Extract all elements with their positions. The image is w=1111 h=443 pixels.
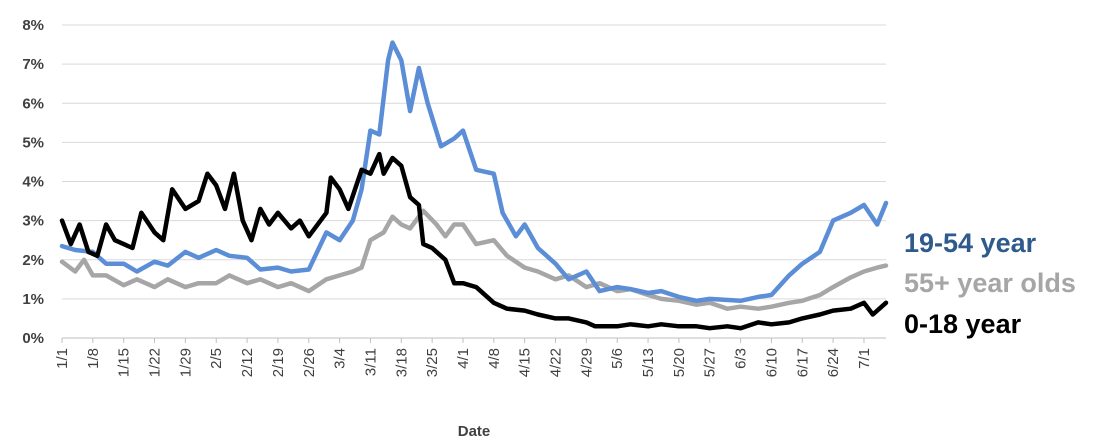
x-tick-label: 6/10 xyxy=(763,348,780,377)
series-label-0: 19-54 year xyxy=(904,228,1037,258)
x-tick-label: 5/27 xyxy=(702,348,719,377)
y-tick-label: 4% xyxy=(22,174,44,191)
x-tick-label: 3/25 xyxy=(424,348,441,377)
series-label-1: 55+ year olds xyxy=(904,268,1076,298)
x-tick-label: 5/13 xyxy=(640,348,657,377)
x-tick-label: 3/11 xyxy=(362,348,379,376)
x-tick-label: 2/19 xyxy=(270,348,287,377)
x-tick-label: 3/4 xyxy=(332,348,349,369)
x-tick-label: 4/15 xyxy=(517,348,534,377)
y-tick-label: 0% xyxy=(22,330,44,347)
y-tick-label: 6% xyxy=(22,95,44,112)
x-tick-label: 6/17 xyxy=(794,348,811,377)
x-tick-label: 5/20 xyxy=(671,348,688,377)
series-line-1 xyxy=(59,208,889,311)
series-line-2 xyxy=(59,151,889,331)
y-tick-label: 5% xyxy=(22,134,44,151)
series-line-0 xyxy=(59,40,889,304)
x-tick-label: 1/29 xyxy=(177,348,194,377)
gridlines xyxy=(62,24,886,339)
y-axis-ticks: 0% 1% 2% 3% 4% 5% 6% 7% 8% xyxy=(22,17,44,347)
x-tick-label: 6/24 xyxy=(825,348,842,377)
x-tick-label: 7/1 xyxy=(856,348,873,369)
series-label-2: 0-18 year xyxy=(904,309,1022,339)
x-tick-label: 2/5 xyxy=(208,348,225,369)
series-labels: 19-54 year 55+ year olds 0-18 year xyxy=(904,228,1076,339)
y-tick-label: 7% xyxy=(22,56,44,73)
x-tick-label: 3/18 xyxy=(393,348,410,377)
x-axis-title: Date xyxy=(458,423,491,440)
x-tick-label: 5/6 xyxy=(609,348,626,369)
x-tick-label: 2/26 xyxy=(301,348,318,377)
x-axis-ticks: 1/1 1/8 1/15 1/22 1/29 2/5 2/12 2/19 2/26 3/4 3/11… xyxy=(54,338,873,377)
y-tick-label: 2% xyxy=(22,252,44,269)
y-tick-label: 1% xyxy=(22,291,44,308)
x-tick-label: 4/29 xyxy=(578,348,595,377)
series-lines xyxy=(59,40,889,331)
x-tick-label: 4/22 xyxy=(548,348,565,377)
x-tick-label: 2/12 xyxy=(239,348,256,377)
x-tick-label: 6/3 xyxy=(733,348,750,369)
x-tick-label: 1/15 xyxy=(116,348,133,377)
y-tick-label: 3% xyxy=(22,213,44,230)
y-tick-label: 8% xyxy=(22,17,44,34)
x-tick-label: 4/1 xyxy=(455,348,472,369)
x-tick-label: 1/1 xyxy=(54,348,71,369)
x-tick-label: 1/8 xyxy=(85,348,102,369)
x-tick-label: 4/8 xyxy=(486,348,503,369)
x-tick-label: 1/22 xyxy=(147,348,164,377)
